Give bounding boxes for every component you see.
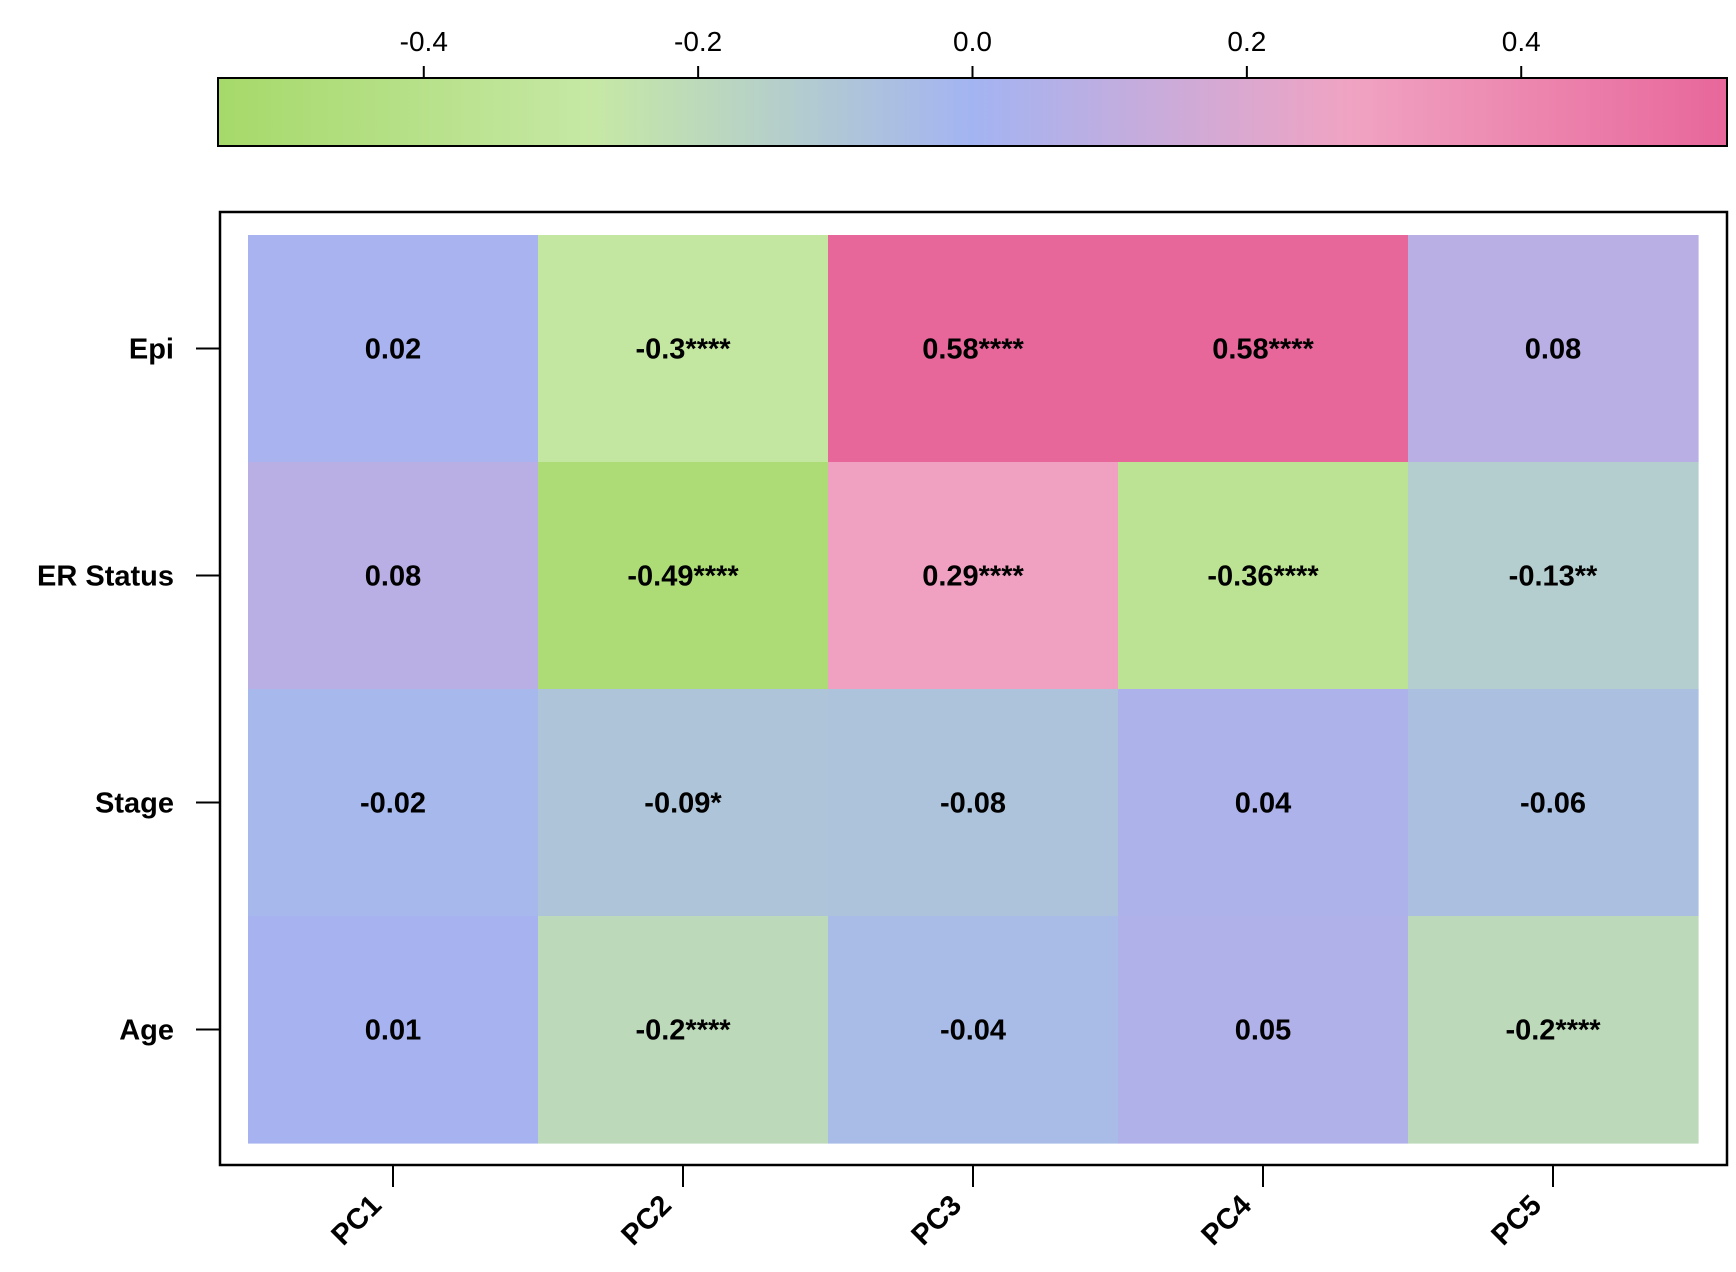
- cell-value-label: -0.2****: [635, 1015, 731, 1047]
- cell-value-label: -0.49****: [627, 561, 739, 593]
- cell-value-label: 0.01: [365, 1015, 421, 1047]
- heatmap-cell: [828, 235, 1119, 463]
- plot-area: 0.02 -0.3**** 0.58**** 0.58**** 0.08 0.08 -0.4…: [37, 210, 1729, 1252]
- heatmap-cell: [1118, 689, 1409, 917]
- cell-value-label: -0.08: [940, 788, 1006, 820]
- cell-value-label: -0.02: [360, 788, 426, 820]
- cell-value-label: 0.58****: [922, 334, 1024, 366]
- row-label: Epi: [129, 334, 174, 366]
- heatmap-cell: [1408, 689, 1699, 917]
- colorbar-tick-label: -0.4: [400, 26, 448, 57]
- cell-value-label: -0.09*: [644, 788, 722, 820]
- cell-value-label: -0.3****: [635, 334, 731, 366]
- colorbar-gradient: [217, 77, 1728, 147]
- cell-value-label: -0.2****: [1505, 1015, 1601, 1047]
- heatmap-cell: [538, 235, 829, 463]
- row-label: ER Status: [37, 561, 174, 593]
- heatmap-cell: [248, 462, 539, 690]
- row-label: Age: [119, 1015, 174, 1047]
- heatmap-cell: [828, 916, 1119, 1144]
- heatmap-cell: [1118, 916, 1409, 1144]
- heatmap-cell: [1118, 235, 1409, 463]
- row-label: Stage: [95, 788, 174, 820]
- heatmap-cell: [538, 916, 829, 1144]
- column-label: PC4: [1195, 1189, 1258, 1252]
- column-label: PC2: [615, 1189, 678, 1252]
- cell-value-label: 0.58****: [1212, 334, 1314, 366]
- colorbar-tick-label: 0.4: [1502, 26, 1541, 57]
- heatmap-cell: [1408, 462, 1699, 690]
- column-label: PC5: [1485, 1189, 1548, 1252]
- cell-value-label: 0.08: [365, 561, 421, 593]
- column-label: PC1: [325, 1189, 388, 1252]
- colorbar-tick-label: 0.2: [1227, 26, 1266, 57]
- cell-value-label: -0.13**: [1509, 561, 1598, 593]
- colorbar-tick-label: 0.0: [953, 26, 992, 57]
- cell-value-label: 0.04: [1235, 788, 1291, 820]
- cell-value-label: -0.04: [940, 1015, 1006, 1047]
- cell-value-label: 0.05: [1235, 1015, 1291, 1047]
- colorbar-tick-label: -0.2: [674, 26, 722, 57]
- colorbar: -0.4 -0.2 0.0 0.2 0.4: [217, 26, 1728, 147]
- heatmap-cell: [248, 916, 539, 1144]
- heatmap-cell: [1408, 235, 1699, 463]
- cell-value-label: -0.36****: [1207, 561, 1319, 593]
- heatmap-cell: [828, 462, 1119, 690]
- heatmap-cell: [248, 235, 539, 463]
- cell-value-label: 0.02: [365, 334, 421, 366]
- heatmap-cell: [538, 689, 829, 917]
- cell-value-label: 0.08: [1525, 334, 1581, 366]
- cell-value-label: 0.29****: [922, 561, 1024, 593]
- heatmap-cell: [248, 689, 539, 917]
- heatmap-cell: [1408, 916, 1699, 1144]
- heatmap-cell: [828, 689, 1119, 917]
- heatmap-cell: [1118, 462, 1409, 690]
- column-label: PC3: [905, 1189, 968, 1252]
- cell-value-label: -0.06: [1520, 788, 1586, 820]
- heatmap-cell: [538, 462, 829, 690]
